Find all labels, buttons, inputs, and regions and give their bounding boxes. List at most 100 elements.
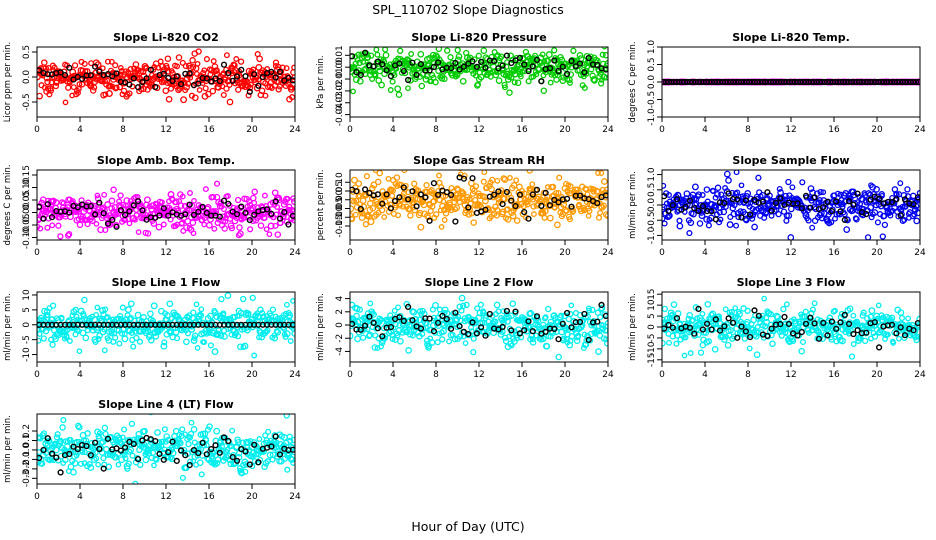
- data-point: [70, 468, 77, 476]
- data-point: [104, 58, 111, 65]
- y-tick-label: 5: [647, 313, 657, 319]
- y-tick-label: -4: [335, 347, 345, 356]
- data-point: [247, 81, 254, 88]
- data-point: [269, 306, 277, 313]
- data-point: [206, 221, 213, 229]
- data-point: [198, 306, 205, 313]
- data-point: [123, 197, 131, 204]
- reference-point: [551, 325, 558, 333]
- data-point: [544, 57, 552, 65]
- data-point: [112, 62, 119, 69]
- reference-point: [178, 80, 185, 88]
- data-point: [780, 305, 787, 313]
- data-point: [183, 338, 190, 346]
- data-point: [400, 203, 407, 210]
- data-point: [881, 212, 888, 220]
- data-point: [102, 91, 109, 98]
- data-point: [862, 337, 869, 345]
- figure-xlabel: Hour of Day (UTC): [411, 519, 524, 534]
- data-point: [417, 50, 425, 58]
- reference-point: [91, 211, 99, 218]
- panel-10-title: Slope Line 4 (LT) Flow: [98, 398, 233, 411]
- data-point: [369, 204, 377, 212]
- reference-point: [268, 68, 275, 76]
- data-point: [480, 178, 487, 185]
- y-tick-label: -2: [335, 334, 345, 343]
- y-tick-label: 0.15: [22, 165, 32, 185]
- data-point: [733, 170, 740, 176]
- data-point: [98, 439, 105, 446]
- data-point: [904, 186, 911, 193]
- data-point: [250, 194, 257, 202]
- data-point: [94, 304, 101, 311]
- panel-4: Slope Amb. Box Temp.degrees C per min.0 4…: [3, 154, 301, 258]
- x-tick-label: 12: [160, 248, 171, 258]
- data-point: [233, 329, 240, 336]
- data-point: [597, 80, 605, 87]
- data-point: [686, 230, 693, 237]
- data-point: [79, 449, 86, 456]
- y-tick-label: 0.10: [22, 177, 32, 197]
- data-point: [566, 216, 573, 223]
- y-tick-label: 15: [647, 288, 657, 299]
- reference-point: [682, 203, 689, 211]
- x-tick-label: 16: [203, 248, 215, 258]
- data-point: [189, 57, 196, 64]
- data-point: [93, 455, 100, 462]
- reference-point: [495, 65, 502, 72]
- data-point: [751, 223, 758, 231]
- data-point: [493, 301, 501, 309]
- data-point: [229, 427, 236, 434]
- reference-point: [400, 184, 407, 191]
- data-point: [187, 430, 195, 438]
- data-point: [234, 196, 242, 204]
- data-point: [80, 312, 87, 319]
- reference-point: [576, 60, 584, 67]
- data-point: [460, 302, 467, 310]
- data-point: [741, 335, 748, 342]
- data-point: [77, 460, 84, 467]
- data-point: [387, 201, 394, 208]
- data-point: [211, 225, 218, 232]
- reference-point: [48, 214, 56, 221]
- data-point: [207, 215, 214, 223]
- data-point: [391, 307, 398, 314]
- reference-point: [491, 57, 498, 65]
- x-tick-label: 20: [246, 248, 258, 258]
- reference-point: [533, 186, 541, 193]
- data-point: [37, 92, 43, 100]
- data-point: [731, 202, 738, 209]
- reference-point: [807, 314, 814, 321]
- reference-point: [508, 327, 515, 334]
- reference-point: [443, 316, 450, 323]
- data-point: [666, 339, 672, 346]
- reference-point: [503, 307, 511, 315]
- data-point: [807, 185, 815, 192]
- reference-point: [220, 61, 228, 68]
- reference-point: [867, 196, 874, 203]
- data-point: [65, 84, 72, 91]
- data-point: [416, 316, 424, 324]
- data-point: [409, 332, 416, 339]
- panel-3: Slope Li-820 Temp.degrees C per min.0 4 8 1…: [628, 31, 926, 135]
- data-point: [353, 312, 360, 320]
- data-point: [99, 65, 106, 72]
- data-point: [263, 328, 270, 335]
- reference-point: [100, 210, 107, 217]
- data-point: [271, 189, 279, 197]
- x-tick-label: 0: [659, 370, 665, 380]
- panel-2-points: [350, 47, 608, 98]
- reference-point: [448, 325, 455, 332]
- data-point: [395, 304, 402, 311]
- data-point: [82, 334, 90, 342]
- data-point: [277, 219, 284, 226]
- reference-point: [721, 200, 728, 207]
- reference-point: [708, 208, 715, 215]
- data-point: [513, 177, 520, 184]
- data-point: [547, 79, 554, 86]
- panel-6-title: Slope Sample Flow: [732, 154, 849, 167]
- reference-point: [165, 212, 172, 219]
- panel-8-ylabel: ml/min per min.: [316, 293, 326, 361]
